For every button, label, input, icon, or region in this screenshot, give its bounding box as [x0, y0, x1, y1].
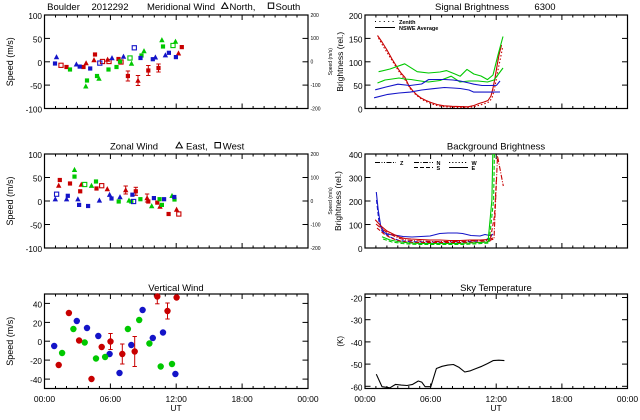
svg-text:Boulder: Boulder	[47, 2, 80, 13]
svg-text:Background Brightness: Background Brightness	[447, 142, 545, 153]
svg-text:Speed (m/s): Speed (m/s)	[328, 187, 334, 215]
svg-text:100: 100	[311, 36, 320, 42]
svg-text:50: 50	[33, 175, 43, 184]
svg-text:-50: -50	[30, 82, 42, 91]
svg-text:Zenith: Zenith	[399, 20, 416, 26]
svg-text:200: 200	[349, 12, 363, 21]
svg-text:18:00: 18:00	[231, 394, 253, 404]
svg-text:UT: UT	[490, 403, 501, 413]
svg-text:00:00: 00:00	[617, 394, 639, 404]
svg-text:-20: -20	[30, 357, 42, 366]
svg-text:E: E	[472, 166, 476, 172]
svg-text:50: 50	[33, 35, 43, 44]
svg-text:-200: -200	[311, 106, 321, 112]
svg-text:W: W	[472, 161, 478, 167]
svg-text:20: 20	[33, 319, 43, 328]
svg-text:-100: -100	[26, 106, 43, 115]
svg-text:100: 100	[28, 12, 42, 21]
svg-text:300: 300	[349, 175, 363, 184]
svg-text:Z: Z	[400, 161, 404, 167]
svg-text:Speed (m/s): Speed (m/s)	[5, 176, 15, 225]
svg-text:0: 0	[37, 59, 42, 68]
svg-text:-50: -50	[30, 222, 42, 231]
svg-text:-100: -100	[311, 222, 321, 228]
svg-text:-40: -40	[30, 376, 42, 385]
svg-text:-50: -50	[351, 361, 363, 370]
svg-text:NSWE Average: NSWE Average	[399, 26, 438, 32]
svg-text:200: 200	[349, 198, 363, 207]
svg-text:Vertical Wind: Vertical Wind	[148, 283, 203, 294]
svg-text:N: N	[437, 161, 441, 167]
svg-text:06:00: 06:00	[100, 394, 122, 404]
svg-text:12:00: 12:00	[486, 394, 508, 404]
svg-text:40: 40	[33, 300, 43, 309]
svg-text:0: 0	[311, 199, 314, 205]
svg-text:Zonal Wind: Zonal Wind	[110, 142, 158, 153]
svg-text:-20: -20	[351, 295, 363, 304]
svg-text:50: 50	[353, 82, 363, 91]
svg-text:-30: -30	[351, 317, 363, 326]
svg-text:(K): (K)	[336, 336, 345, 347]
svg-text:18:00: 18:00	[551, 394, 573, 404]
svg-text:Speed (m/s): Speed (m/s)	[5, 317, 15, 366]
svg-text:100: 100	[311, 175, 320, 181]
svg-text:North,: North,	[230, 2, 256, 13]
svg-text:UT: UT	[170, 403, 181, 413]
svg-text:Brightness (rel.): Brightness (rel.)	[335, 32, 345, 92]
svg-text:0: 0	[358, 245, 363, 254]
svg-text:West: West	[223, 142, 245, 153]
svg-text:Meridional Wind: Meridional Wind	[147, 2, 215, 13]
svg-text:0: 0	[37, 198, 42, 207]
svg-text:-100: -100	[26, 245, 43, 254]
svg-text:Speed (m/s): Speed (m/s)	[5, 37, 15, 86]
svg-text:South: South	[276, 2, 301, 13]
svg-text:S: S	[437, 166, 441, 172]
svg-text:-100: -100	[311, 83, 321, 89]
svg-text:100: 100	[349, 222, 363, 231]
svg-text:0: 0	[311, 60, 314, 66]
svg-text:2012292: 2012292	[92, 2, 129, 13]
svg-text:00:00: 00:00	[297, 394, 319, 404]
svg-text:00:00: 00:00	[354, 394, 376, 404]
svg-text:0: 0	[358, 106, 363, 115]
svg-text:12:00: 12:00	[166, 394, 188, 404]
svg-text:00:00: 00:00	[34, 394, 56, 404]
svg-text:200: 200	[311, 13, 320, 19]
svg-text:100: 100	[28, 151, 42, 160]
svg-text:Sky Temperature: Sky Temperature	[460, 283, 532, 294]
svg-text:0: 0	[37, 338, 42, 347]
svg-text:200: 200	[311, 152, 320, 158]
svg-text:-200: -200	[311, 246, 321, 252]
svg-text:6300: 6300	[534, 2, 555, 13]
svg-text:400: 400	[349, 151, 363, 160]
svg-text:Speed (m/s): Speed (m/s)	[328, 48, 334, 76]
svg-text:06:00: 06:00	[420, 394, 442, 404]
svg-text:-40: -40	[351, 339, 363, 348]
svg-text:100: 100	[349, 59, 363, 68]
svg-text:150: 150	[349, 35, 363, 44]
svg-text:Brightness (rel.): Brightness (rel.)	[333, 171, 343, 231]
svg-text:-60: -60	[351, 383, 363, 392]
svg-text:Signal Brightness: Signal Brightness	[435, 2, 509, 13]
svg-text:East,: East,	[186, 142, 208, 153]
